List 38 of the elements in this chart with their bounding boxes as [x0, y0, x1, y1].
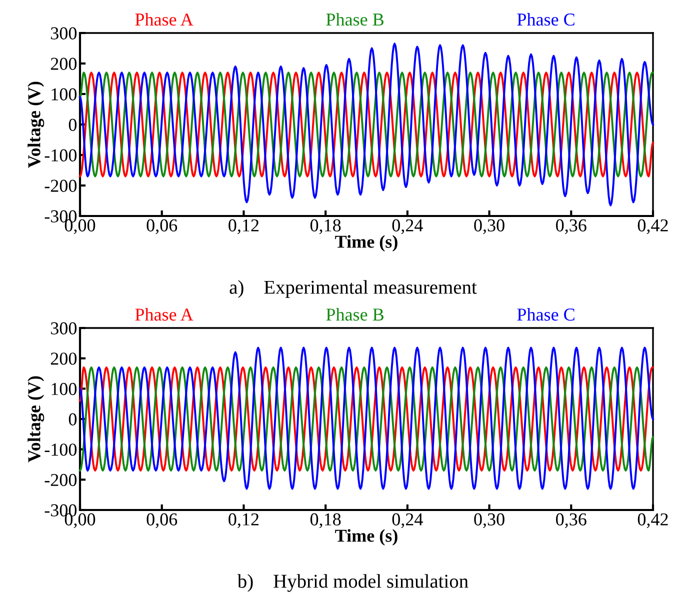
x-tick-label: 0,42: [638, 219, 668, 234]
y-tick-label: 100: [52, 88, 77, 100]
x-tick-label: 0,12: [228, 219, 259, 234]
y-tick-label: 100: [52, 382, 77, 396]
x-tick-label: 0,06: [146, 219, 178, 234]
text: Phase B: [326, 12, 384, 26]
x-tick-label: 0,12: [228, 513, 259, 528]
text: b) Hybrid model simulation: [237, 574, 468, 592]
y-axis-title: Voltage (V): [28, 376, 44, 462]
y-tick-label: 300: [51, 322, 77, 334]
x-tick-label: 0,24: [392, 219, 423, 234]
y-tick-label: -100: [44, 444, 77, 456]
y-tick-label: -200: [44, 180, 77, 192]
y-tick-label: 200: [50, 352, 77, 365]
x-tick-label: 0,30: [474, 513, 504, 528]
y-tick-label: 0: [68, 413, 77, 426]
text: a) Experimental measurement: [230, 280, 477, 298]
text: Phase A: [135, 308, 194, 321]
y-tick-label: 300: [51, 27, 77, 40]
y-tick-label: 0: [68, 118, 77, 131]
x-tick-label: 0,18: [310, 219, 341, 234]
x-axis-title: Time (s): [335, 235, 398, 252]
x-tick-label: 0,24: [392, 513, 423, 528]
x-axis-title: Time (s): [335, 529, 398, 546]
y-axis-title: Voltage (V): [28, 82, 44, 168]
series-label: Phase C: [517, 12, 574, 26]
x-tick-label: 0,36: [556, 513, 586, 528]
x-tick-label: 0,18: [310, 513, 341, 528]
y-tick-label: -100: [44, 149, 77, 162]
text: Phase A: [135, 12, 194, 26]
y-tick-label: 200: [50, 58, 77, 70]
series-label: Phase C: [517, 308, 574, 321]
x-tick-label: 0,42: [638, 513, 668, 528]
y-tick-label: -200: [44, 474, 77, 486]
x-tick-label: 0,36: [556, 219, 586, 234]
x-tick-label: 0,30: [474, 219, 504, 234]
text: Phase B: [326, 308, 384, 321]
x-tick-label: 0,06: [146, 513, 178, 528]
